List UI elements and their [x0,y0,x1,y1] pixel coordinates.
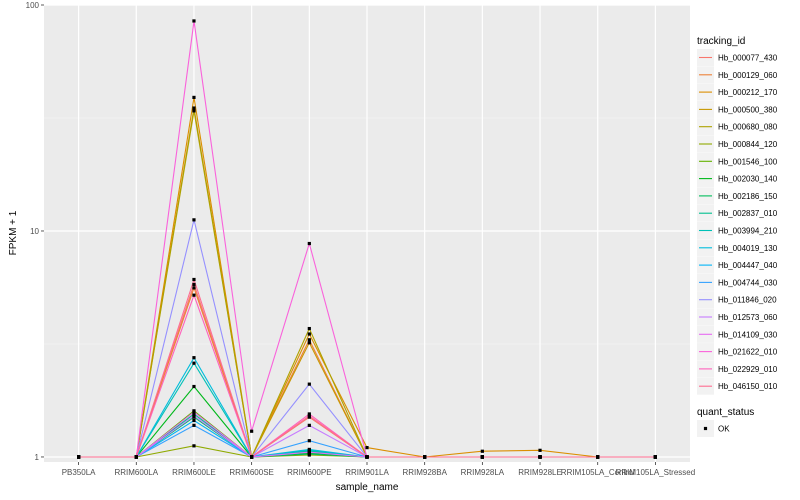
legend-label: OK [718,425,730,434]
legend-color-title: tracking_id [697,36,745,47]
x-tick-label: RRIM901LA [345,468,389,477]
legend-label: Hb_000129_060 [718,71,778,80]
x-tick-label: RRIM600PE [287,468,331,477]
data-point [192,218,196,222]
legend-label: Hb_000680_080 [718,123,778,132]
data-point [307,241,311,246]
x-axis: PB350LA RRIM600LA RRIM600LE RRIM600SE RRIM60… [62,462,695,477]
data-point [480,455,484,459]
x-axis-title: sample_name [336,482,399,493]
x-tick-label: RRIM928LE [518,468,562,477]
data-point [192,412,196,416]
legend-color-items: Hb_000077_430 Hb_000129_060 Hb_000212_170 H… [697,49,778,395]
x-tick-label: PB350LA [62,468,96,477]
data-point [192,106,196,110]
data-point [192,410,196,414]
data-point [307,382,311,386]
data-point [192,418,196,423]
x-tick-label: RRIM600LE [172,468,216,477]
legend-label: Hb_004744_030 [718,278,778,287]
x-tick-label: RRIM105LA_Stressed [616,468,696,477]
data-point [423,455,427,459]
data-point [307,414,311,418]
data-point [134,455,138,459]
data-point [307,452,311,456]
data-point [307,412,311,416]
data-point [192,444,196,448]
data-point [192,95,196,100]
legend-label: Hb_004019_130 [718,244,778,253]
data-point [653,455,657,459]
legend-label: Hb_004447_040 [718,261,778,270]
data-point [192,282,196,287]
data-point [192,277,196,282]
y-tick-label: 1 [35,453,40,462]
data-point [538,455,542,459]
data-point [307,447,311,452]
legend-label: Hb_002186_150 [718,192,778,201]
legend-label: Hb_000500_380 [718,105,778,114]
legend-label: Hb_001546_100 [718,157,778,166]
data-point [307,439,311,443]
data-point [250,429,254,433]
data-point [192,109,196,113]
data-point [192,286,196,290]
legend: tracking_id Hb_000077_430Hb_000129_060Hb… [697,36,778,437]
data-point [307,423,311,427]
legend-shape-items: OK [697,420,730,437]
legend-label: Hb_003994_210 [718,227,778,236]
y-axis: 1 10 100 [26,1,44,462]
data-point [307,338,311,342]
x-tick-label: RRIM928LA [461,468,505,477]
legend-label: Hb_011846_020 [718,296,777,305]
data-point [192,384,196,389]
data-point [192,423,196,427]
data-point [596,455,600,459]
legend-label: Hb_014109_030 [718,330,778,339]
data-point [307,332,311,336]
data-point [365,446,369,450]
legend-label: Hb_046150_010 [718,382,778,391]
legend-shape-swatch [703,426,708,431]
y-axis-title: FPKM + 1 [8,210,19,255]
data-points [77,19,657,459]
legend-label: Hb_002837_010 [718,209,778,218]
data-point [192,361,196,365]
data-point [365,455,369,459]
data-point [192,414,196,418]
x-tick-label: RRIM600SE [229,468,273,477]
legend-label: Hb_000212_170 [718,88,778,97]
y-tick-label: 10 [30,227,39,236]
legend-label: Hb_021622_010 [718,348,778,357]
legend-label: Hb_000077_430 [718,54,778,63]
x-tick-label: RRIM105LA_Control [561,468,635,477]
legend-shape-title: quant_status [697,407,754,418]
data-point [307,326,311,331]
legend-label: Hb_000844_120 [718,140,778,149]
legend-label: Hb_022929_010 [718,365,778,374]
x-tick-label: RRIM928BA [402,468,447,477]
data-point [192,356,196,360]
data-point [192,19,196,23]
data-point [480,449,484,453]
y-tick-label: 100 [26,1,40,10]
data-point [538,448,542,452]
data-point [77,455,81,459]
x-tick-label: RRIM600LA [114,468,158,477]
legend-label: Hb_002030_140 [718,175,778,184]
legend-label: Hb_012573_060 [718,313,778,322]
data-point [307,450,311,454]
data-point [307,341,311,345]
data-point [192,293,196,297]
data-point [250,455,254,459]
